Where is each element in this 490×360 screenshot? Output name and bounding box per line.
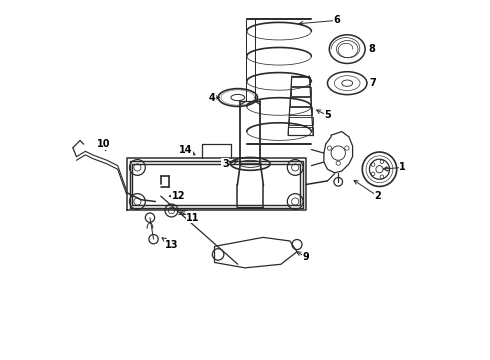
Bar [289,107,312,116]
Text: 4: 4 [209,93,216,103]
Text: 7: 7 [369,78,376,88]
Text: 11: 11 [186,213,200,222]
Bar [291,87,311,96]
Text: 5: 5 [324,111,331,121]
Text: 14: 14 [179,144,193,154]
Bar [290,97,311,105]
Text: 1: 1 [399,162,406,172]
Text: 10: 10 [97,139,110,149]
Text: 6: 6 [333,15,340,26]
Bar [288,127,313,135]
Text: 12: 12 [172,191,185,201]
Text: 13: 13 [165,239,178,249]
Text: 3: 3 [222,159,229,169]
Bar [291,77,310,86]
Text: 2: 2 [374,191,381,201]
Bar [289,117,313,125]
Text: 9: 9 [303,252,309,262]
Text: 8: 8 [369,44,376,54]
